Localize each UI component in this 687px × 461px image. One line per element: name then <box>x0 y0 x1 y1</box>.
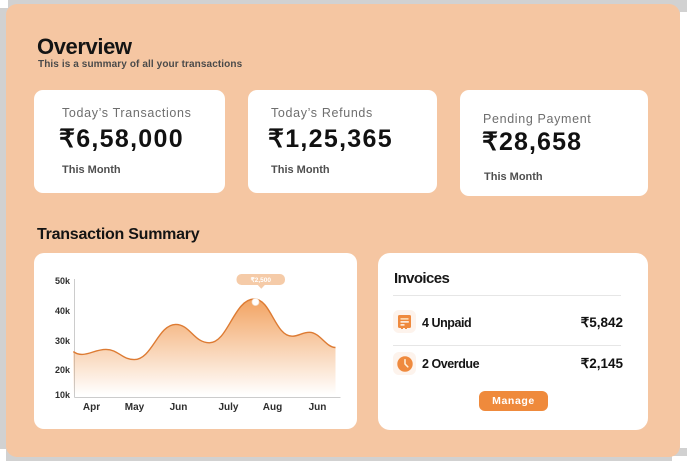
svg-text:₹2,500: ₹2,500 <box>251 276 272 284</box>
